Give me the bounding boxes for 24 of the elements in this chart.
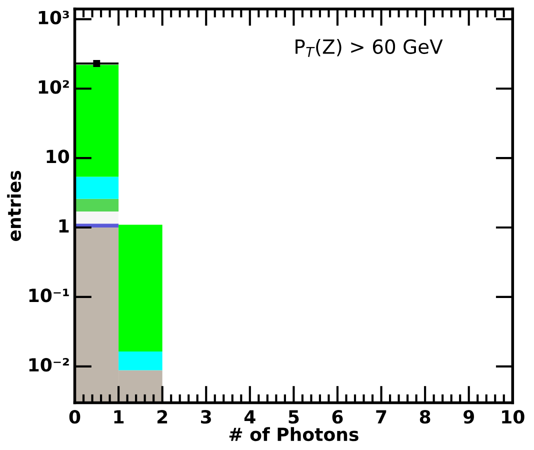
y-tick-label: 1 xyxy=(59,219,69,232)
x-tick-label: 10 xyxy=(502,410,524,424)
y-tick-label: 10⁻¹ xyxy=(29,288,69,302)
annotation: P$_{T}$(Z) > 60 GeV xyxy=(296,38,443,57)
bar xyxy=(74,176,119,199)
y-tick-label: 10 xyxy=(46,150,70,164)
x-tick-label: 7 xyxy=(376,410,386,424)
bar xyxy=(74,64,119,177)
x-tick-label: 8 xyxy=(420,410,430,424)
y-tick-label: 10³ xyxy=(38,10,69,24)
x-tick-label: 4 xyxy=(244,410,256,424)
x-tick-label: 9 xyxy=(464,410,474,424)
x-tick-label: 1 xyxy=(114,410,124,424)
x-tick-label: 5 xyxy=(288,410,299,424)
x-tick-label: 0 xyxy=(69,410,80,424)
y-tick-label: 10² xyxy=(38,80,69,94)
y-tick-label: 10⁻² xyxy=(29,358,69,372)
x-axis-title: # of Photons xyxy=(229,427,358,442)
x-tick-label: 3 xyxy=(201,410,211,424)
bar xyxy=(74,198,119,212)
x-tick-label: 2 xyxy=(157,410,168,424)
x-tick-label: 6 xyxy=(332,410,343,424)
bar xyxy=(74,212,119,224)
y-axis-title: entries xyxy=(7,170,22,242)
